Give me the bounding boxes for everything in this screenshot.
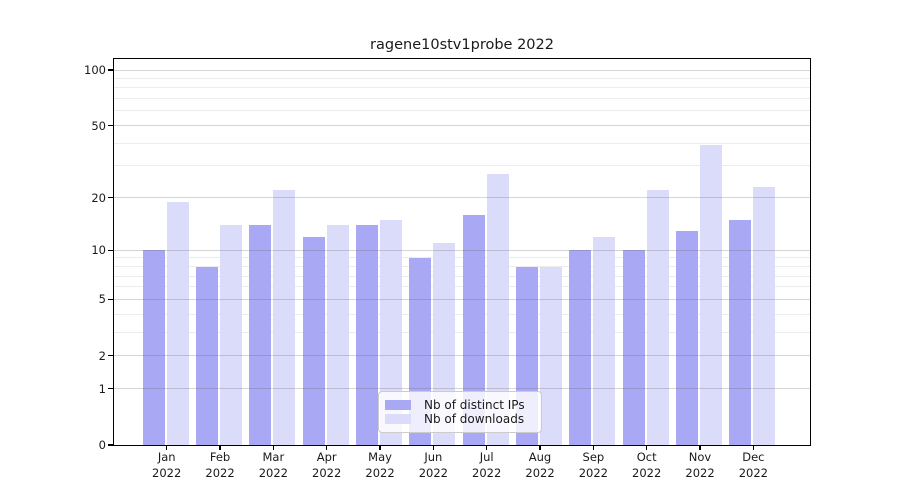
bar-ips-nov [676, 230, 699, 445]
minor-gridline [114, 331, 810, 333]
y-tick-mark [108, 69, 113, 71]
minor-gridline [114, 110, 810, 112]
minor-gridline [114, 257, 810, 259]
minor-gridline [114, 87, 810, 89]
minor-gridline [114, 275, 810, 277]
y-tick-label: 0 [98, 438, 106, 452]
y-tick-label: 50 [91, 118, 106, 133]
x-tick-mark [646, 445, 648, 450]
bar-ips-jan [142, 250, 165, 445]
minor-gridline [114, 98, 810, 100]
x-tick-label: Oct 2022 [632, 450, 662, 480]
x-tick-mark [326, 445, 328, 450]
major-gridline [114, 355, 810, 357]
y-tick-mark [108, 444, 113, 446]
bar-downloads-jan [166, 201, 189, 445]
legend-label-distinct-ips: Nb of distinct IPs [424, 398, 525, 412]
bar-downloads-sep [593, 236, 616, 445]
bar-downloads-dec [753, 186, 776, 445]
legend-label-downloads: Nb of downloads [424, 412, 525, 426]
bar-downloads-nov [700, 145, 723, 445]
chart-title: ragene10stv1probe 2022 [370, 37, 554, 53]
y-tick-label: 10 [91, 243, 106, 258]
major-gridline [114, 69, 810, 71]
legend: Nb of distinct IPs Nb of downloads [378, 391, 542, 433]
bar-downloads-jul [486, 174, 509, 445]
minor-gridline [114, 265, 810, 267]
bar-downloads-feb [220, 225, 243, 445]
legend-item-downloads: Nb of downloads [385, 412, 533, 426]
bar-ips-jul [462, 214, 485, 445]
x-tick-mark [219, 445, 221, 450]
x-tick-mark [272, 445, 274, 450]
y-tick-label: 20 [91, 190, 106, 205]
plot-area [113, 58, 811, 446]
x-tick-label: May 2022 [365, 450, 395, 480]
x-tick-mark [592, 445, 594, 450]
bar-downloads-apr [326, 225, 349, 445]
x-tick-label: Mar 2022 [258, 450, 288, 480]
x-tick-mark [752, 445, 754, 450]
major-gridline [114, 197, 810, 199]
bar-ips-mar [249, 225, 272, 445]
x-tick-label: Aug 2022 [525, 450, 555, 480]
x-tick-mark [432, 445, 434, 450]
x-tick-label: Apr 2022 [312, 450, 342, 480]
minor-gridline [114, 286, 810, 288]
x-tick-mark [699, 445, 701, 450]
major-gridline [114, 388, 810, 390]
x-tick-label: Dec 2022 [738, 450, 768, 480]
x-tick-label: Jul 2022 [472, 450, 502, 480]
x-tick-label: Jan 2022 [152, 450, 182, 480]
y-tick-label: 1 [98, 381, 106, 396]
x-tick-mark [379, 445, 381, 450]
y-tick-mark [108, 298, 113, 300]
y-tick-mark [108, 388, 113, 390]
major-gridline [114, 125, 810, 127]
legend-swatch-downloads [385, 414, 411, 424]
bar-downloads-mar [273, 190, 296, 445]
bar-ips-apr [302, 236, 325, 445]
bar-downloads-may [380, 219, 403, 445]
legend-item-distinct-ips: Nb of distinct IPs [385, 398, 533, 412]
bar-ips-may [356, 225, 379, 445]
major-gridline [114, 249, 810, 251]
bar-downloads-oct [646, 190, 669, 445]
y-tick-label: 2 [98, 348, 106, 363]
minor-gridline [114, 165, 810, 167]
major-gridline [114, 298, 810, 300]
y-tick-mark [108, 124, 113, 127]
x-tick-mark [539, 445, 541, 450]
minor-gridline [114, 77, 810, 79]
x-tick-mark [486, 445, 488, 450]
bar-ips-sep [569, 250, 592, 445]
bar-ips-feb [196, 266, 219, 445]
x-tick-mark [166, 445, 168, 450]
x-tick-label: Feb 2022 [205, 450, 235, 480]
y-tick-mark [108, 249, 113, 251]
y-tick-mark [108, 197, 113, 199]
minor-gridline [114, 313, 810, 315]
minor-gridline [114, 142, 810, 144]
bar-ips-dec [729, 219, 752, 445]
x-tick-label: Nov 2022 [685, 450, 715, 480]
x-tick-label: Jun 2022 [418, 450, 448, 480]
y-tick-label: 5 [98, 292, 106, 307]
bar-ips-oct [622, 250, 645, 445]
bar-downloads-aug [540, 266, 563, 445]
legend-swatch-distinct-ips [385, 400, 411, 410]
y-tick-mark [108, 355, 113, 357]
y-tick-label: 100 [84, 63, 106, 77]
x-tick-label: Sep 2022 [578, 450, 608, 480]
